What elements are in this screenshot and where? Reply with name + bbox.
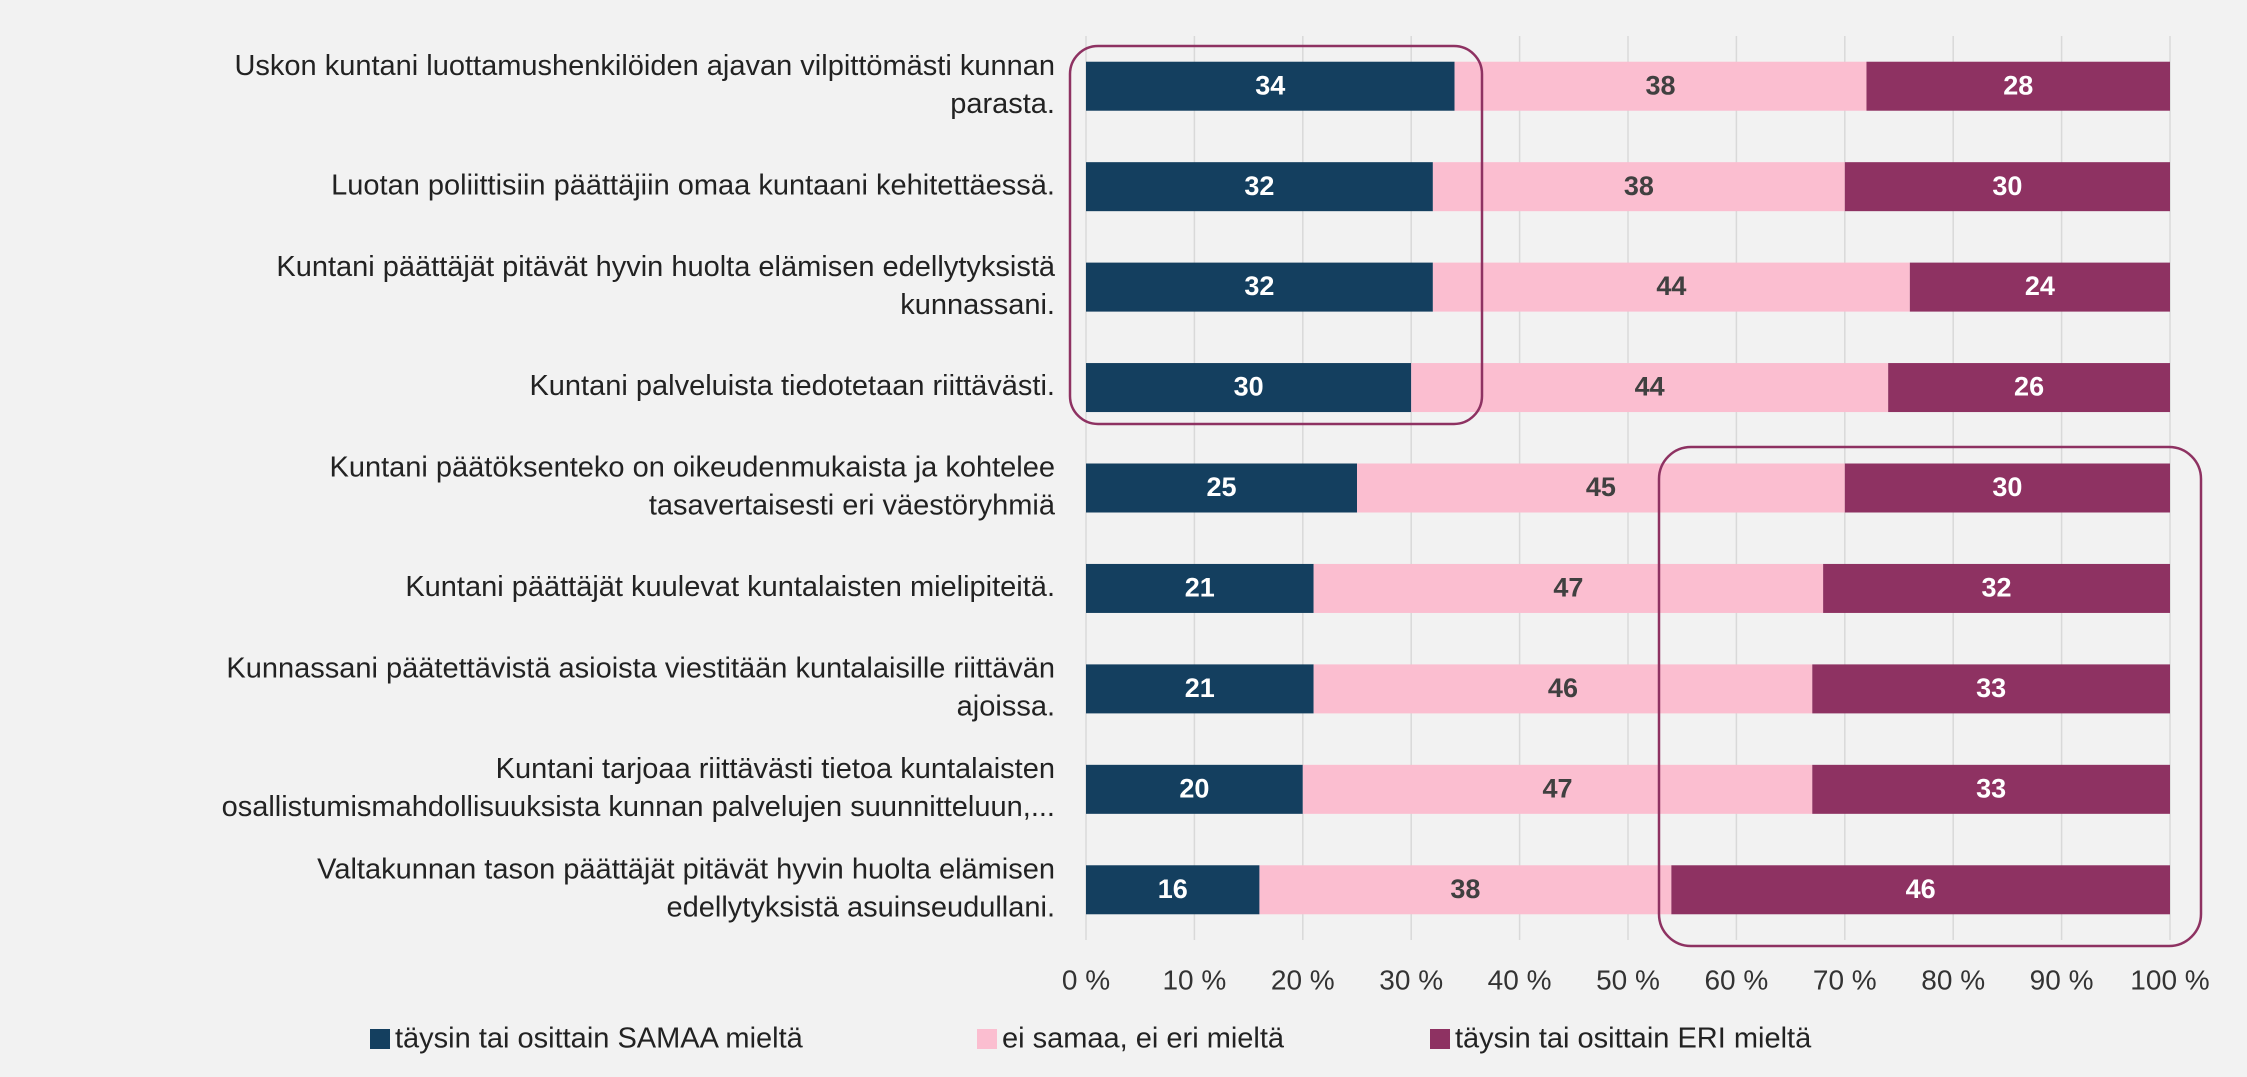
value-label: 28 (2003, 70, 2033, 100)
bar-segment (1432, 162, 1845, 212)
value-label: 30 (1992, 472, 2022, 502)
legend-swatch (977, 1029, 997, 1049)
value-label: 25 (1206, 472, 1236, 502)
bar-segment (1844, 463, 2170, 513)
bar-segment (1313, 664, 1813, 714)
x-tick-label: 50 % (1596, 964, 1660, 995)
bar-segment (1411, 363, 1889, 413)
value-label: 26 (2014, 372, 2044, 402)
category-label: Kuntani päättäjät pitävät hyvin huolta e… (276, 251, 1055, 283)
highlight-box (1068, 44, 1484, 426)
category-label: Kuntani päätöksenteko on oikeudenmukaist… (329, 452, 1055, 484)
bar-segment (1823, 563, 2170, 613)
legend-swatch (370, 1029, 390, 1049)
category-label: tasavertaisesti eri väestöryhmiä (649, 490, 1056, 522)
bar-segment (1086, 664, 1314, 714)
value-label: 44 (1635, 372, 1665, 402)
bar-segment (1432, 262, 1910, 312)
legend-label: täysin tai osittain SAMAA mieltä (395, 1023, 804, 1055)
bar-segment (1671, 865, 2170, 915)
value-label: 21 (1185, 573, 1215, 603)
value-label: 21 (1185, 673, 1215, 703)
value-label: 32 (1244, 171, 1274, 201)
value-label: 32 (1982, 573, 2012, 603)
bar-segment (1086, 262, 1433, 312)
bar-segment (1812, 664, 2170, 714)
category-label: Luotan poliittisiin päättäjiin omaa kunt… (331, 169, 1055, 201)
value-label: 30 (1234, 372, 1264, 402)
category-label: parasta. (950, 88, 1055, 120)
bar-segment (1086, 563, 1314, 613)
legend-swatch (1430, 1029, 1450, 1049)
value-label: 38 (1624, 171, 1654, 201)
bar-segment (1357, 463, 1845, 513)
category-label: Valtakunnan tason päättäjät pitävät hyvi… (317, 853, 1055, 885)
bar-segment (1086, 363, 1412, 413)
bar-segment (1086, 162, 1433, 212)
category-label: Kuntani tarjoaa riittävästi tietoa kunta… (496, 753, 1055, 785)
category-label: osallistumismahdollisuuksista kunnan pal… (222, 791, 1055, 823)
x-tick-label: 100 % (2130, 964, 2209, 995)
bar-segment (1454, 61, 1867, 111)
legend-label: täysin tai osittain ERI mieltä (1455, 1023, 1812, 1055)
bar-segment (1844, 162, 2170, 212)
x-tick-label: 70 % (1813, 964, 1877, 995)
highlight-box (1657, 445, 2203, 948)
value-label: 24 (2025, 271, 2055, 301)
value-label: 44 (1656, 271, 1686, 301)
bar-segment (1259, 865, 1672, 915)
value-label: 46 (1548, 673, 1578, 703)
bar-segment (1866, 61, 2170, 111)
bar-segment (1086, 865, 1260, 915)
bar-segment (1086, 764, 1303, 814)
x-tick-label: 10 % (1162, 964, 1226, 995)
category-label: Uskon kuntani luottamushenkilöiden ajava… (234, 50, 1055, 82)
x-tick-label: 60 % (1704, 964, 1768, 995)
bar-segment (1909, 262, 2170, 312)
value-label: 47 (1553, 573, 1583, 603)
value-label: 32 (1244, 271, 1274, 301)
x-tick-label: 40 % (1488, 964, 1552, 995)
category-label: ajoissa. (957, 691, 1055, 723)
category-label: Kuntani palveluista tiedotetaan riittävä… (529, 370, 1055, 402)
value-label: 16 (1158, 874, 1188, 904)
value-label: 33 (1976, 673, 2006, 703)
bar-segment (1313, 563, 1824, 613)
value-label: 47 (1543, 773, 1573, 803)
bars (1086, 61, 2170, 915)
value-label: 38 (1645, 70, 1675, 100)
bar-segment (1302, 764, 1813, 814)
value-label: 33 (1976, 773, 2006, 803)
value-label: 38 (1450, 874, 1480, 904)
value-label: 46 (1906, 874, 1936, 904)
category-label: edellytyksistä asuinseudullani. (667, 891, 1056, 923)
bar-segment (1086, 463, 1357, 513)
category-label: Kunnassani päätettävistä asioista viesti… (226, 653, 1055, 685)
value-label: 45 (1586, 472, 1616, 502)
bar-segment (1888, 363, 2170, 413)
x-tick-label: 90 % (2030, 964, 2094, 995)
category-label: kunnassani. (900, 289, 1055, 321)
legend-label: ei samaa, ei eri mieltä (1002, 1023, 1285, 1055)
x-tick-label: 0 % (1062, 964, 1110, 995)
bar-segment (1086, 61, 1455, 111)
value-label: 34 (1255, 70, 1285, 100)
x-tick-label: 80 % (1921, 964, 1985, 995)
value-label: 30 (1992, 171, 2022, 201)
x-tick-label: 30 % (1379, 964, 1443, 995)
bar-segment (1812, 764, 2170, 814)
value-label: 20 (1179, 773, 1209, 803)
category-label: Kuntani päättäjät kuulevat kuntalaisten … (405, 571, 1055, 603)
x-tick-label: 20 % (1271, 964, 1335, 995)
